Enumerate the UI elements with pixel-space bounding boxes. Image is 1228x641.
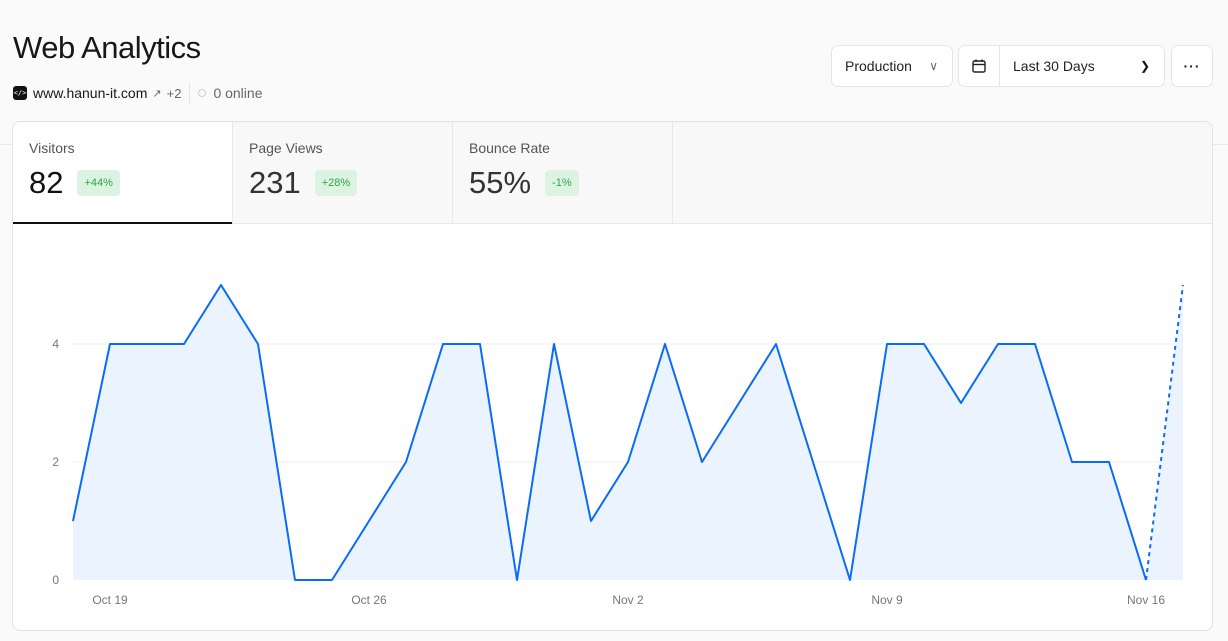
online-status-icon <box>198 89 207 97</box>
metric-value: 82 <box>29 165 64 200</box>
partial-line-segment <box>1145 284 1184 581</box>
change-badge: +28% <box>314 170 358 196</box>
tab-visitors[interactable]: Visitors 82 +44% <box>13 122 233 224</box>
page-title: Web Analytics <box>13 30 201 65</box>
analytics-card: Visitors 82 +44% Page Views 231 +28% Bounc… <box>12 121 1213 631</box>
visitors-chart: 0 2 4 Oct 19 Oct 26 Nov 2 Nov 9 Nov 16 <box>52 284 1184 607</box>
chevron-down-icon: ∨ <box>929 59 938 73</box>
y-tick-label: 2 <box>52 455 59 469</box>
x-tick-label: Nov 2 <box>612 593 644 607</box>
environment-select[interactable]: Production ∨ <box>831 45 953 87</box>
change-badge: +44% <box>77 170 120 196</box>
metric-label: Visitors <box>29 140 75 156</box>
series-line <box>72 284 1147 581</box>
x-tick-label: Nov 16 <box>1127 593 1165 607</box>
more-options-button[interactable]: ··· <box>1171 45 1213 87</box>
x-tick-label: Oct 26 <box>351 593 387 607</box>
x-tick-label: Nov 9 <box>871 593 903 607</box>
x-tick-label: Oct 19 <box>92 593 128 607</box>
external-link-icon[interactable]: ↗ <box>152 87 162 100</box>
metric-value: 55% <box>469 165 532 200</box>
metric-tabs: Visitors 82 +44% Page Views 231 +28% Bounc… <box>13 122 1212 224</box>
metric-label: Page Views <box>249 140 323 156</box>
calendar-icon[interactable] <box>959 46 1000 86</box>
more-icon: ··· <box>1183 58 1201 74</box>
environment-label: Production <box>845 58 912 74</box>
site-favicon-icon: </> <box>13 86 27 100</box>
date-range-select[interactable]: Last 30 Days ❯ <box>958 45 1165 87</box>
chevron-down-icon: ❯ <box>1139 59 1150 73</box>
metric-label: Bounce Rate <box>469 140 550 156</box>
metric-value: 231 <box>249 165 301 200</box>
site-domain-link[interactable]: www.hanun-it.com <box>33 85 148 101</box>
divider <box>189 83 191 103</box>
site-info: </> www.hanun-it.com ↗ +2 0 online <box>13 83 263 103</box>
y-tick-label: 0 <box>52 573 59 587</box>
online-count: 0 online <box>213 85 263 101</box>
tab-page-views[interactable]: Page Views 231 +28% <box>233 122 453 223</box>
y-tick-label: 4 <box>52 337 59 351</box>
change-badge: -1% <box>545 170 579 196</box>
date-range-label: Last 30 Days <box>1013 58 1095 74</box>
area-fill <box>73 285 1183 580</box>
tab-bounce-rate[interactable]: Bounce Rate 55% -1% <box>453 122 673 223</box>
extra-domains[interactable]: +2 <box>166 85 182 101</box>
